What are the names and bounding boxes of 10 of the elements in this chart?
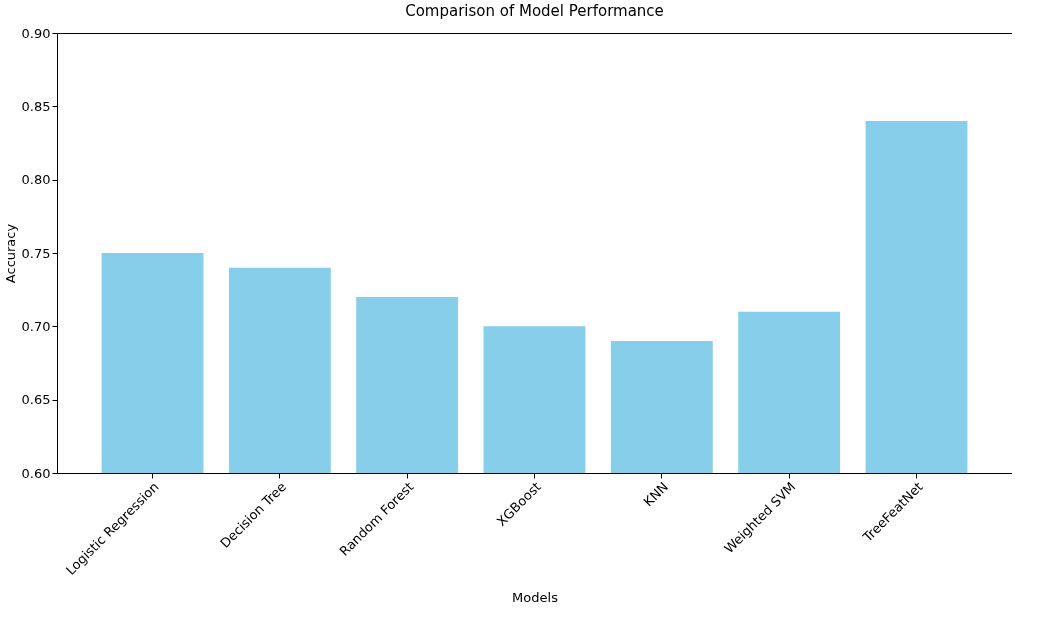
y-tick-label: 0.60	[21, 465, 51, 481]
y-tick-label: 0.70	[21, 318, 51, 334]
y-tick-label: 0.80	[21, 172, 51, 188]
y-axis-title: Accuracy	[2, 223, 18, 284]
y-tick-label: 0.65	[21, 392, 51, 408]
chart-title: Comparison of Model Performance	[405, 2, 664, 20]
y-tick-label: 0.90	[21, 25, 51, 41]
y-tick-label: 0.75	[21, 245, 51, 261]
x-axis-title: Models	[512, 589, 559, 605]
y-tick-label: 0.85	[21, 98, 51, 114]
